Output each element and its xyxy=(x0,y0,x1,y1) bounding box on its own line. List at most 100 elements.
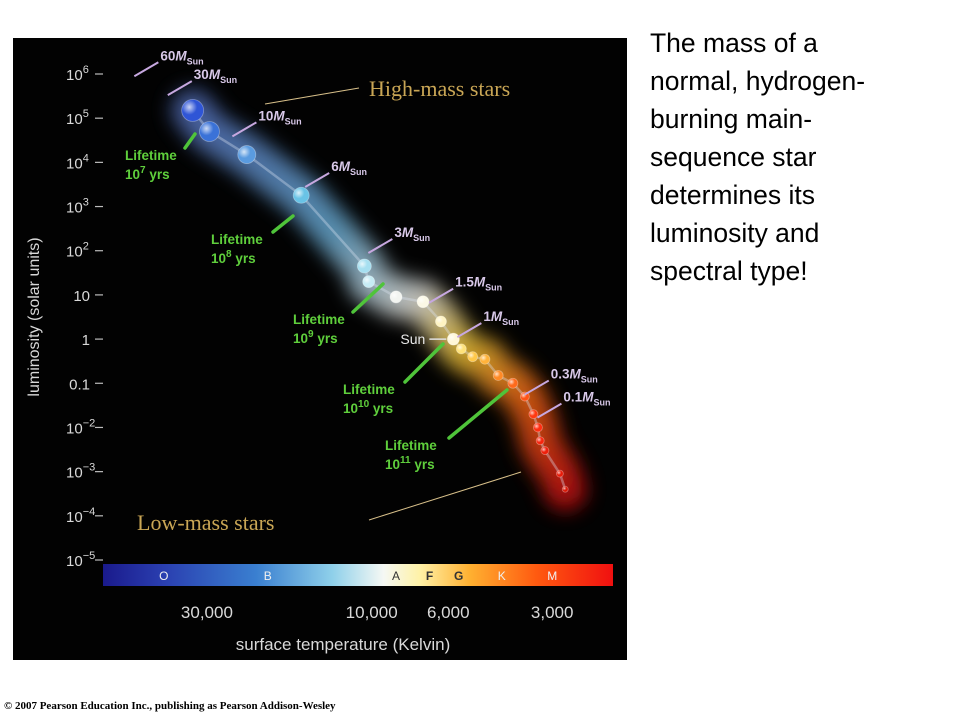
y-tick-label: 10−5 xyxy=(66,550,95,570)
hr-diagram-panel: 106 105 104 103 102 10 1 0.1 10−2 10−3 10−4 10−5 lum… xyxy=(13,38,627,660)
high-mass-pointer xyxy=(264,87,360,105)
lifetime-value: 109 yrs xyxy=(293,329,338,346)
lifetime-label: Lifetime xyxy=(293,312,345,327)
caption-line: burning main- xyxy=(650,104,813,134)
lifetime-value: 108 yrs xyxy=(211,249,256,266)
spectral-class-label: O xyxy=(159,569,168,583)
y-tick-label: 104 xyxy=(66,152,89,172)
axes: 1061051041031021010.110−210−310−410−5lum… xyxy=(26,64,613,654)
star-highlight xyxy=(467,351,478,362)
x-tick-label: 6,000 xyxy=(427,603,470,622)
star-highlight xyxy=(536,436,545,445)
y-tick-label: 103 xyxy=(66,197,89,217)
lifetime-pointer xyxy=(351,282,385,314)
star-highlight xyxy=(181,99,204,122)
caption-line: sequence star xyxy=(650,142,817,172)
main-sequence-core xyxy=(182,100,576,500)
mass-pointer xyxy=(536,402,562,419)
caption-line: The mass of a xyxy=(650,28,818,58)
mass-pointer xyxy=(304,172,330,188)
mass-pointer xyxy=(524,379,550,396)
lifetime-label: Lifetime xyxy=(343,382,395,397)
mass-label: 1MSun xyxy=(483,309,519,327)
y-tick-label: 1 xyxy=(82,332,90,349)
star-highlight xyxy=(556,470,564,478)
spectral-class-bar xyxy=(103,564,613,586)
y-tick-label: 102 xyxy=(66,241,89,261)
mass-pointer xyxy=(367,238,393,254)
mass-label: 30MSun xyxy=(194,67,237,85)
spectral-class-label: B xyxy=(264,569,272,583)
caption-text: The mass of a normal, hydrogen- burning … xyxy=(650,24,950,290)
y-tick-label: 10−3 xyxy=(66,462,95,482)
y-tick-label: 105 xyxy=(66,108,89,128)
y-tick-label: 10 xyxy=(73,288,90,305)
lifetime-pointer xyxy=(447,388,509,440)
mass-label: 0.3MSun xyxy=(551,367,598,385)
mass-pointer xyxy=(231,121,257,138)
star-highlight xyxy=(562,486,569,493)
x-tick-label: 30,000 xyxy=(181,603,233,622)
star-highlight xyxy=(417,295,430,308)
spectral-class-label: A xyxy=(392,569,400,583)
mass-pointer xyxy=(167,80,193,96)
x-axis-label: surface temperature (Kelvin) xyxy=(236,635,450,654)
sun-label: Sun xyxy=(400,331,425,347)
spectral-class-label: G xyxy=(454,569,463,583)
mass-label: 1.5MSun xyxy=(455,275,502,293)
mass-pointer xyxy=(133,61,159,78)
star-highlight xyxy=(435,316,447,328)
lifetime-value: 1010 yrs xyxy=(343,399,393,416)
star-highlight xyxy=(237,145,256,164)
star-highlight xyxy=(456,343,467,354)
star-highlight xyxy=(479,354,490,365)
low-mass-pointer xyxy=(368,471,522,521)
y-tick-label: 10−4 xyxy=(66,506,95,526)
lifetime-pointer xyxy=(403,342,445,384)
star-highlight xyxy=(533,422,543,432)
high-mass-label: High-mass stars xyxy=(369,76,510,101)
star-highlight xyxy=(540,446,549,455)
spectral-class-label: K xyxy=(498,569,506,583)
star-highlight xyxy=(528,409,538,419)
lifetime-value: 107 yrs xyxy=(125,165,170,182)
spectral-class-label: M xyxy=(547,569,557,583)
mass-label: 60MSun xyxy=(160,48,203,66)
caption-line: normal, hydrogen- xyxy=(650,66,866,96)
star-highlight xyxy=(447,333,460,346)
mass-label: 3MSun xyxy=(394,225,430,243)
mass-pointer xyxy=(428,287,454,304)
star-highlight xyxy=(493,370,504,381)
lifetime-label: Lifetime xyxy=(385,438,437,453)
annotations: High-mass stars Low-mass stars xyxy=(137,76,522,535)
lifetime-label: Lifetime xyxy=(211,232,263,247)
mass-label: 10MSun xyxy=(258,108,301,126)
x-tick-label: 3,000 xyxy=(531,603,574,622)
lifetime-pointer xyxy=(271,214,295,234)
lifetime-value: 1011 yrs xyxy=(385,455,435,472)
star-highlight xyxy=(293,187,310,204)
y-tick-label: 106 xyxy=(66,64,89,84)
x-tick-label: 10,000 xyxy=(346,603,398,622)
star-highlight xyxy=(507,378,518,389)
hr-diagram-chart: 1061051041031021010.110−210−310−410−5lum… xyxy=(26,48,613,654)
main-sequence-line xyxy=(191,109,567,490)
spectral-class-label: F xyxy=(426,569,433,583)
mass-pointer xyxy=(456,322,482,338)
lifetime-labels: Lifetime 107 yrs Lifetime 108 yrs Lifetime 10… xyxy=(125,132,509,472)
mass-label: 6MSun xyxy=(331,159,367,177)
y-axis-label: luminosity (solar units) xyxy=(26,237,43,396)
copyright-notice: © 2007 Pearson Education Inc., publishin… xyxy=(4,700,336,712)
star-markers xyxy=(181,99,569,493)
y-tick-label: 0.1 xyxy=(69,376,90,393)
star-highlight xyxy=(390,290,403,303)
y-tick-label: 10−2 xyxy=(66,417,95,437)
main-sequence-band xyxy=(169,87,589,513)
lifetime-pointer xyxy=(183,132,197,150)
lifetime-label: Lifetime xyxy=(125,148,177,163)
star-highlight xyxy=(362,275,375,288)
star-highlight xyxy=(357,259,372,274)
mass-label: 0.1MSun xyxy=(563,390,610,408)
caption-line: determines its xyxy=(650,180,815,210)
